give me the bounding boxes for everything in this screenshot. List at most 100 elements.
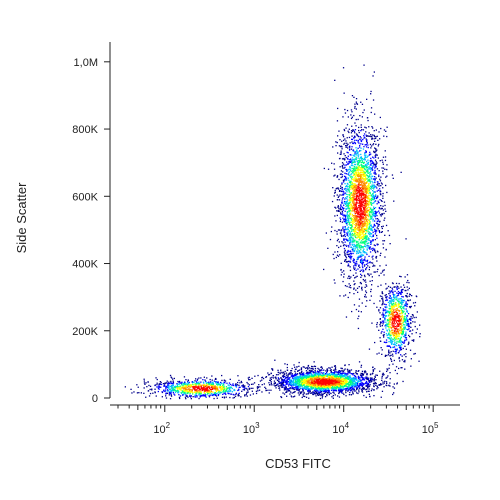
data-point — [365, 268, 367, 270]
data-point — [330, 376, 332, 378]
data-point — [367, 209, 370, 211]
data-point — [362, 193, 365, 195]
data-point — [374, 249, 376, 252]
data-point — [328, 382, 330, 384]
data-point — [334, 389, 336, 392]
data-point — [407, 299, 409, 302]
data-point — [348, 214, 350, 216]
data-point — [348, 149, 351, 151]
data-point — [363, 241, 366, 243]
data-point — [354, 198, 356, 200]
data-point — [349, 236, 351, 239]
data-point — [358, 198, 361, 200]
data-point — [330, 230, 332, 233]
data-point — [333, 386, 335, 388]
data-point — [353, 201, 355, 203]
data-point — [403, 299, 406, 302]
data-point — [349, 185, 351, 187]
data-point — [358, 310, 360, 312]
data-point — [377, 182, 379, 185]
data-point — [378, 185, 380, 187]
data-point — [353, 158, 355, 160]
data-point — [336, 245, 338, 247]
data-point — [359, 192, 361, 194]
data-point — [398, 357, 400, 360]
data-point — [346, 253, 348, 255]
data-point — [388, 319, 390, 321]
data-point — [341, 162, 344, 164]
data-point — [364, 187, 366, 189]
data-point — [355, 225, 358, 228]
data-point — [344, 220, 346, 222]
data-point — [348, 199, 350, 201]
data-point — [354, 219, 356, 221]
data-point — [357, 151, 359, 153]
data-point — [340, 213, 342, 215]
data-point — [364, 189, 366, 191]
data-point — [340, 213, 343, 215]
data-point — [365, 150, 367, 152]
data-point — [371, 322, 373, 324]
data-point — [343, 128, 345, 131]
data-point — [337, 251, 339, 253]
data-point — [358, 181, 360, 183]
data-point — [349, 391, 351, 394]
data-point — [389, 305, 391, 307]
data-point — [347, 173, 349, 175]
data-point — [345, 164, 348, 166]
data-point — [314, 388, 316, 391]
data-point — [349, 227, 351, 229]
data-point — [389, 302, 391, 305]
data-point — [398, 350, 400, 352]
data-point — [277, 377, 279, 379]
data-point — [389, 307, 391, 310]
data-point — [391, 331, 394, 334]
data-point — [355, 197, 358, 199]
data-point — [415, 316, 417, 319]
data-point — [356, 160, 358, 163]
data-point — [331, 379, 333, 381]
data-point — [336, 233, 338, 235]
data-point — [298, 386, 300, 388]
data-point — [404, 368, 406, 370]
data-point — [351, 378, 353, 380]
data-point — [363, 211, 365, 213]
data-point — [372, 209, 374, 211]
data-point — [351, 220, 353, 223]
data-point — [359, 178, 362, 180]
data-point — [403, 306, 405, 308]
data-point — [366, 263, 368, 265]
data-point — [347, 188, 349, 190]
data-point — [387, 285, 390, 288]
data-point — [339, 208, 342, 210]
data-point — [357, 168, 359, 170]
data-point — [356, 208, 358, 210]
data-point — [358, 204, 360, 207]
data-point — [356, 103, 359, 105]
data-point — [317, 389, 319, 392]
data-point — [374, 381, 376, 384]
data-point — [362, 237, 364, 239]
data-point — [269, 379, 271, 381]
data-point — [381, 373, 384, 375]
data-point — [398, 356, 400, 359]
data-point — [368, 216, 370, 218]
data-point — [367, 198, 369, 200]
data-point — [286, 363, 288, 366]
data-point — [358, 211, 360, 213]
data-point — [398, 318, 400, 321]
data-point — [370, 217, 372, 219]
data-point — [391, 329, 393, 331]
data-point — [346, 137, 348, 139]
data-point — [372, 379, 374, 381]
data-point — [375, 218, 377, 220]
data-point — [407, 289, 409, 291]
data-point — [365, 134, 367, 136]
data-point — [349, 378, 351, 380]
data-point — [308, 390, 310, 392]
data-point — [355, 133, 358, 135]
data-point — [370, 248, 373, 250]
data-point — [362, 218, 364, 220]
data-point — [400, 286, 402, 288]
data-point — [371, 180, 373, 183]
